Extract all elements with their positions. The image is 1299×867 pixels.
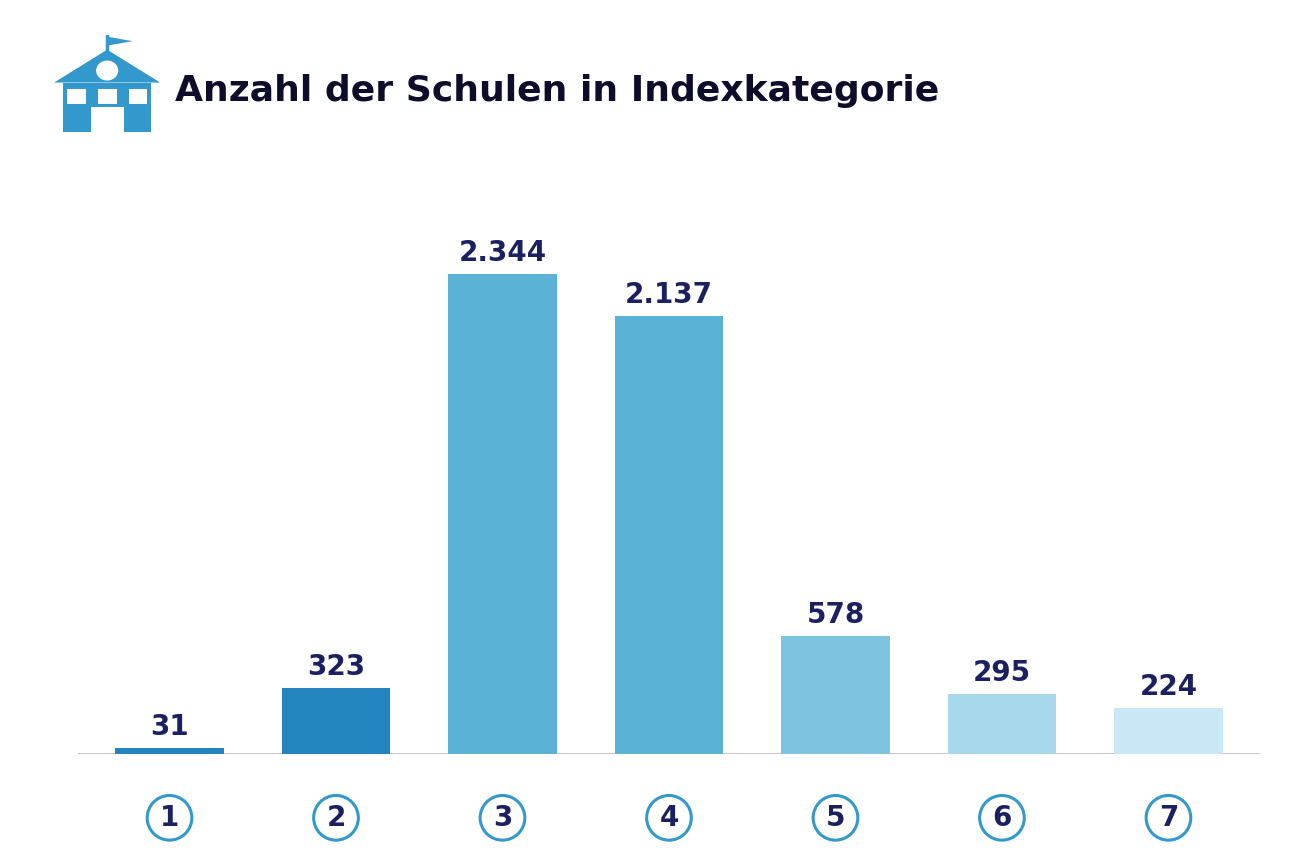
Bar	[282, 688, 390, 754]
Bar	[97, 88, 117, 105]
Text: 578: 578	[807, 601, 865, 629]
Polygon shape	[62, 82, 151, 133]
Text: 7: 7	[1159, 804, 1178, 831]
Text: 6: 6	[992, 804, 1012, 831]
Bar	[1115, 708, 1222, 754]
Polygon shape	[107, 36, 132, 46]
Text: 224: 224	[1139, 673, 1198, 701]
Bar	[129, 88, 148, 105]
Text: 2: 2	[326, 804, 346, 831]
Polygon shape	[55, 49, 160, 82]
Text: 31: 31	[151, 713, 188, 740]
Bar	[66, 88, 86, 105]
Bar	[782, 636, 890, 754]
Text: 4: 4	[660, 804, 678, 831]
Bar	[448, 274, 556, 754]
Bar	[116, 748, 223, 754]
Text: 5: 5	[826, 804, 846, 831]
Text: 2.344: 2.344	[459, 238, 547, 267]
Bar	[614, 316, 724, 754]
Circle shape	[96, 61, 118, 81]
Text: 1: 1	[160, 804, 179, 831]
Bar	[91, 108, 123, 133]
Text: 295: 295	[973, 659, 1031, 687]
Text: Anzahl der Schulen in Indexkategorie: Anzahl der Schulen in Indexkategorie	[175, 74, 939, 108]
Text: 3: 3	[492, 804, 512, 831]
Bar	[948, 694, 1056, 754]
Text: 323: 323	[307, 653, 365, 681]
Text: 2.137: 2.137	[625, 281, 713, 310]
